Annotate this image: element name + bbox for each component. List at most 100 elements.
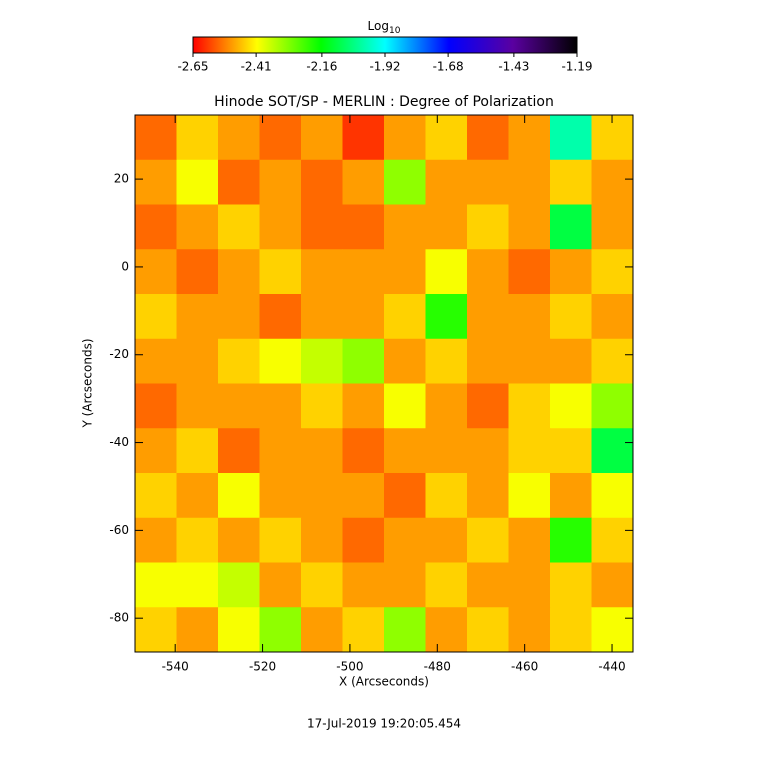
heatmap-cell [384, 562, 426, 608]
y-tick-label: -80 [109, 611, 129, 625]
footer-timestamp: 17-Jul-2019 19:20:05.454 [307, 717, 461, 731]
heatmap-cell [591, 204, 634, 250]
heatmap-cell [467, 428, 509, 474]
heatmap-cell [135, 473, 177, 519]
heatmap-cell [259, 428, 302, 474]
heatmap-cell [218, 473, 260, 519]
x-tick-label: -540 [162, 660, 189, 674]
heatmap-cell [135, 249, 177, 295]
heatmap-cell [301, 204, 343, 250]
heatmap-cell [384, 607, 426, 653]
heatmap-cell [591, 562, 634, 608]
heatmap-cell [259, 115, 302, 161]
heatmap-cell [550, 473, 592, 519]
heatmap-cell [425, 204, 468, 250]
heatmap-cell [301, 517, 343, 563]
heatmap-cell [218, 562, 260, 608]
heatmap-cell [550, 294, 592, 340]
heatmap-cell [425, 249, 468, 295]
heatmap-cell [467, 517, 509, 563]
heatmap-cell [342, 428, 385, 474]
heatmap-cell [342, 249, 385, 295]
heatmap-cell [425, 383, 468, 429]
heatmap-cell [508, 607, 551, 653]
heatmap-cell [508, 473, 551, 519]
heatmap-cell [218, 294, 260, 340]
heatmap-cell [342, 607, 385, 653]
heatmap-cell [176, 428, 219, 474]
heatmap-cell [550, 159, 592, 205]
heatmap-cell [384, 428, 426, 474]
heatmap-cell [218, 159, 260, 205]
heatmap-cell [218, 204, 260, 250]
x-tick-label: -520 [249, 660, 276, 674]
heatmap-cell [425, 115, 468, 161]
heatmap-cell [591, 338, 634, 384]
heatmap-cell [425, 517, 468, 563]
y-tick-label: 0 [121, 259, 129, 273]
heatmap-cell [259, 607, 302, 653]
heatmap-cell [425, 338, 468, 384]
colorbar [192, 36, 578, 54]
x-axis-label: X (Arcseconds) [339, 675, 429, 689]
heatmap-cell [508, 159, 551, 205]
heatmap-cell [384, 338, 426, 384]
colorbar-tick-label: -1.92 [369, 60, 400, 74]
heatmap-cell [135, 338, 177, 384]
heatmap-cell [259, 517, 302, 563]
heatmap-cell [384, 517, 426, 563]
heatmap-cell [425, 473, 468, 519]
heatmap-cell [508, 204, 551, 250]
y-axis-label: Y (Arcseconds) [81, 338, 95, 428]
heatmap-cell [135, 562, 177, 608]
heatmap-cell [384, 383, 426, 429]
heatmap-cell [135, 159, 177, 205]
heatmap-cell [218, 115, 260, 161]
heatmap-cell [218, 338, 260, 384]
heatmap-cell [135, 428, 177, 474]
heatmap-cell [384, 115, 426, 161]
colorbar-tick-label: -2.16 [306, 60, 337, 74]
heatmap-cell [259, 159, 302, 205]
heatmap-cell [508, 115, 551, 161]
heatmap-cell [176, 562, 219, 608]
heatmap-cell [508, 249, 551, 295]
heatmap-cell [550, 383, 592, 429]
heatmap-cell [259, 473, 302, 519]
heatmap-cell [550, 115, 592, 161]
heatmap-cell [425, 607, 468, 653]
x-tick-label: -480 [424, 660, 451, 674]
heatmap-cell [467, 562, 509, 608]
heatmap-cell [467, 607, 509, 653]
plot-frame [134, 114, 634, 653]
heatmap-cell [176, 473, 219, 519]
heatmap-cell [135, 204, 177, 250]
heatmap-cell [550, 204, 592, 250]
heatmap-cell [176, 249, 219, 295]
y-tick-label: -20 [109, 347, 129, 361]
heatmap-cell [176, 159, 219, 205]
heatmap-cell [467, 473, 509, 519]
y-tick-label: -40 [109, 435, 129, 449]
heatmap-cell [384, 473, 426, 519]
heatmap-cell [550, 428, 592, 474]
heatmap-cell [176, 607, 219, 653]
heatmap-cell [591, 517, 634, 563]
heatmap-cell [508, 383, 551, 429]
heatmap-cell [301, 473, 343, 519]
heatmap-cell [176, 383, 219, 429]
heatmap-cell [591, 294, 634, 340]
heatmap-cell [384, 249, 426, 295]
heatmap-cell [135, 294, 177, 340]
heatmap-cell [176, 115, 219, 161]
heatmap-cell [384, 159, 426, 205]
heatmap-cell [259, 249, 302, 295]
heatmap-cell [218, 249, 260, 295]
heatmap-cell [135, 383, 177, 429]
heatmap-cell [591, 249, 634, 295]
heatmap-cell [301, 249, 343, 295]
heatmap-cell [467, 204, 509, 250]
y-tick-label: 20 [114, 172, 129, 186]
heatmap-cell [342, 383, 385, 429]
